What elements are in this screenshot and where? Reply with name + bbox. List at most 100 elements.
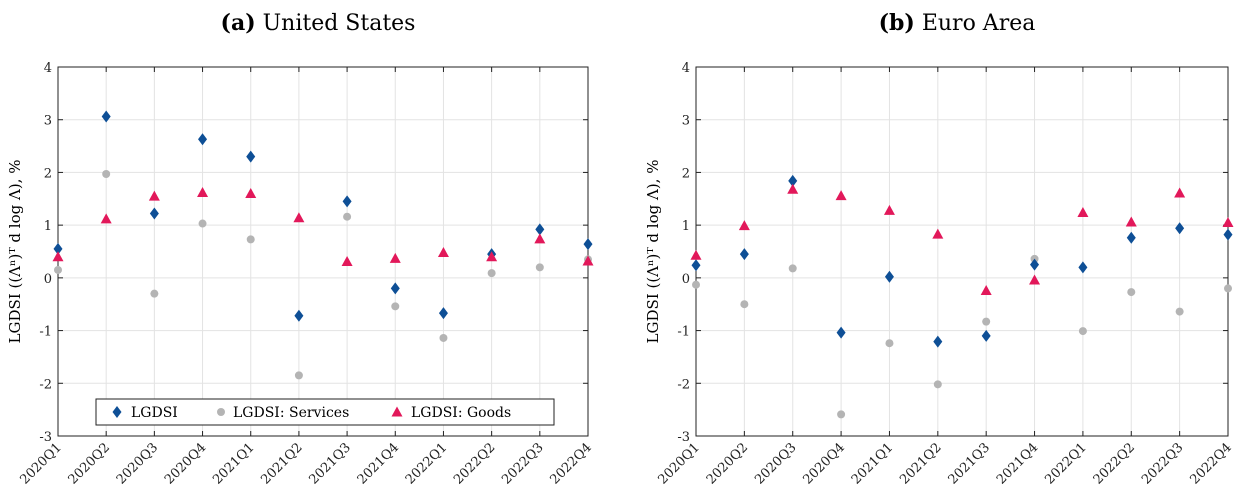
- y-tick-label: 0: [682, 272, 690, 287]
- data-point-services: [885, 339, 894, 348]
- series-services: [692, 254, 1232, 419]
- data-point-lgdsi: [1223, 228, 1233, 241]
- plot-area: [696, 67, 1228, 436]
- panel-a: (a) United States -3 -2 -1 0 1 2 3 4 2020Q1 2020Q2…: [6, 10, 595, 488]
- y-tick-label: -2: [677, 377, 690, 392]
- data-point-services: [150, 289, 159, 298]
- legend-item-services: LGDSI: Services: [217, 405, 349, 421]
- data-point-goods: [835, 190, 847, 201]
- data-point-services: [1224, 284, 1232, 293]
- legend-box: [95, 398, 555, 426]
- data-point-lgdsi: [149, 207, 159, 220]
- data-point-lgdsi: [390, 282, 400, 295]
- y-tick-label: 1: [682, 219, 690, 234]
- legend-label: LGDSI: Goods: [411, 405, 511, 421]
- panel-title-prefix: (b): [879, 10, 915, 36]
- data-point-services: [54, 265, 62, 274]
- data-point-lgdsi: [981, 329, 991, 342]
- data-point-goods: [690, 249, 702, 260]
- x-tick-label: 2020Q3: [114, 440, 161, 487]
- x-tick-label: 2021Q3: [946, 440, 993, 487]
- data-point-lgdsi: [583, 238, 593, 251]
- data-point-goods: [883, 204, 895, 215]
- x-tick-label: 2020Q4: [801, 440, 848, 487]
- x-tick-label: 2022Q1: [403, 440, 450, 487]
- data-point-lgdsi: [788, 174, 798, 187]
- data-point-goods: [52, 251, 64, 262]
- x-tick-label: 2020Q1: [17, 440, 64, 487]
- series-lgdsi: [53, 110, 593, 322]
- data-point-goods: [787, 183, 799, 194]
- panel-title: (b) Euro Area: [879, 10, 1036, 36]
- x-tick-label: 2022Q3: [499, 440, 546, 487]
- x-tick-label: 2021Q4: [994, 440, 1041, 487]
- legend-label: LGDSI: [131, 405, 178, 421]
- data-point-lgdsi: [294, 309, 304, 322]
- series-goods: [690, 183, 1234, 296]
- y-tick-label: 3: [682, 114, 690, 129]
- data-point-services: [102, 170, 111, 179]
- data-point-goods: [1174, 187, 1186, 198]
- data-point-goods: [1077, 206, 1089, 217]
- x-tick-label: 2020Q1: [655, 440, 702, 487]
- data-point-goods: [245, 188, 257, 199]
- x-tick-label: 2022Q2: [451, 440, 498, 487]
- data-point-goods: [932, 228, 944, 239]
- legend-item-lgdsi: LGDSI: [112, 405, 178, 421]
- data-point-lgdsi: [1126, 231, 1136, 244]
- data-point-goods: [148, 190, 160, 201]
- data-point-services: [294, 371, 303, 380]
- data-point-lgdsi: [535, 223, 545, 236]
- data-point-lgdsi: [884, 270, 894, 283]
- data-point-goods: [1222, 217, 1234, 228]
- x-tick-label: 2020Q2: [704, 440, 751, 487]
- legend-marker: [391, 406, 403, 417]
- data-point-lgdsi: [101, 110, 111, 123]
- legend: LGDSI LGDSI: Services LGDSI: Goods: [95, 398, 555, 426]
- data-point-goods: [389, 252, 401, 263]
- x-tick-label: 2022Q2: [1091, 440, 1138, 487]
- legend-label: LGDSI: Services: [233, 405, 349, 421]
- data-point-lgdsi: [1078, 261, 1088, 274]
- data-point-services: [837, 410, 846, 419]
- data-point-lgdsi: [691, 259, 701, 272]
- data-point-lgdsi: [836, 326, 846, 339]
- data-point-services: [1175, 307, 1184, 316]
- data-point-services: [933, 380, 942, 389]
- x-tick-label: 2021Q1: [210, 440, 257, 487]
- x-tick-label: 2022Q1: [1042, 440, 1089, 487]
- data-point-lgdsi: [1175, 222, 1185, 235]
- x-tick-label: 2022Q4: [547, 440, 594, 487]
- data-point-lgdsi: [246, 150, 256, 163]
- legend-marker: [112, 406, 122, 418]
- panel-title: (a) United States: [221, 10, 416, 36]
- plot-area: [58, 67, 588, 436]
- y-tick-label: 2: [44, 166, 52, 181]
- data-point-goods: [980, 285, 992, 296]
- data-point-services: [535, 263, 544, 272]
- data-point-services: [198, 219, 207, 228]
- data-point-goods: [341, 256, 353, 267]
- panel-title-prefix: (a): [221, 10, 256, 36]
- data-point-lgdsi: [198, 133, 208, 146]
- data-point-services: [740, 300, 749, 309]
- data-point-services: [1078, 327, 1087, 336]
- data-point-goods: [197, 186, 209, 197]
- data-point-goods: [293, 212, 305, 223]
- data-point-services: [982, 317, 991, 326]
- panel-title-text: Euro Area: [915, 11, 1036, 36]
- data-point-lgdsi: [1030, 258, 1040, 271]
- x-tick-label: 2022Q3: [1139, 440, 1186, 487]
- data-point-services: [487, 269, 496, 278]
- data-point-services: [343, 212, 352, 221]
- data-point-lgdsi: [933, 335, 943, 348]
- y-tick-label: -3: [39, 430, 52, 445]
- y-tick-label: -1: [677, 325, 690, 340]
- y-axis-label: LGDSI ((Λⁿ)ᵀ d log Λ), %: [6, 160, 24, 344]
- y-tick-label: 4: [44, 61, 52, 76]
- series-services: [54, 170, 592, 380]
- y-tick-label: 1: [44, 219, 52, 234]
- x-tick-label: 2020Q3: [752, 440, 799, 487]
